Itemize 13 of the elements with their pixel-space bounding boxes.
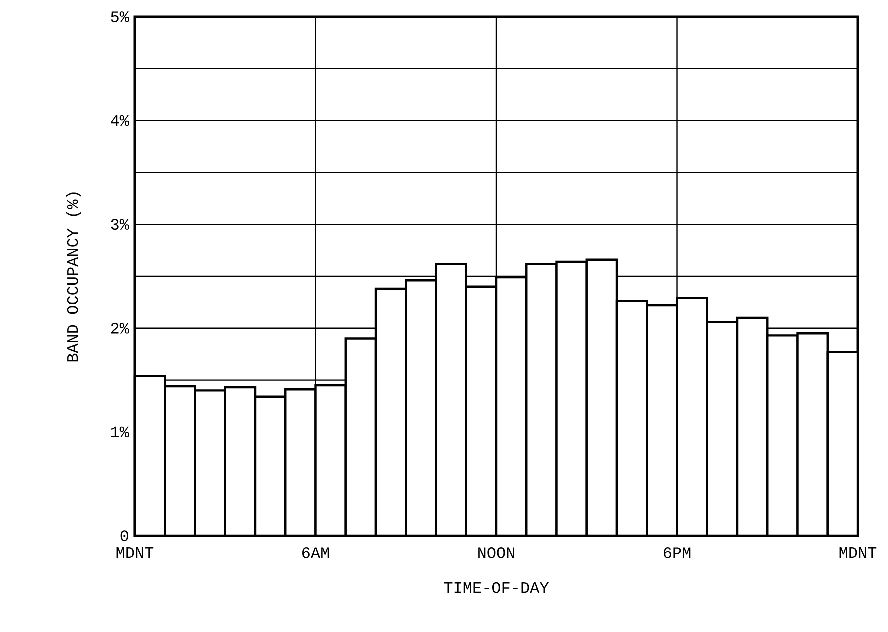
y-tick-label: 1% — [111, 426, 130, 438]
text: 6AM — [302, 548, 330, 558]
text: MDNT — [840, 548, 877, 558]
y-tick-label: 5% — [111, 12, 130, 22]
y-tick-label: 0 — [120, 530, 128, 542]
y-tick-label: 3% — [111, 219, 130, 230]
text: MDNT — [116, 548, 154, 558]
text: NOON — [478, 548, 514, 558]
x-axis-title: TIME-OF-DAY — [444, 582, 550, 594]
y-tick-label: 2% — [111, 323, 130, 334]
text: 6PM — [664, 548, 691, 558]
y-tick-label: 4% — [111, 115, 130, 126]
y-axis-title: BAND OCCUPANCY (%) — [66, 192, 82, 362]
